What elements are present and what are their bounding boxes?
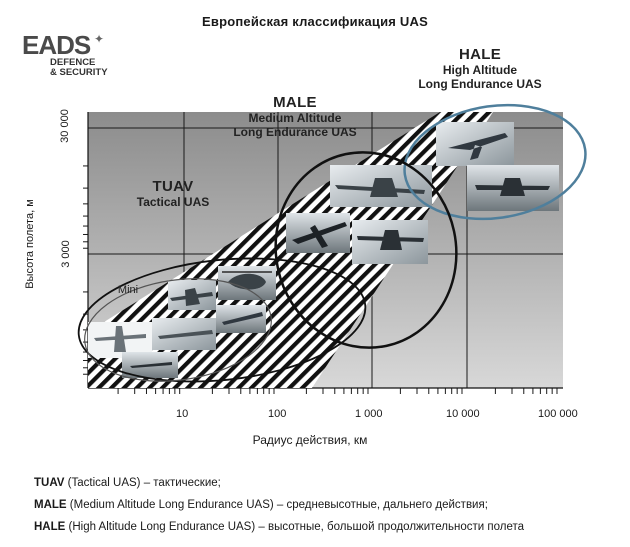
legend-item-hale: HALE (High Altitude Long Endurance UAS) … xyxy=(34,516,524,538)
logo-sub-line2: & SECURITY xyxy=(50,67,108,78)
photo-tuav-2 xyxy=(218,266,276,300)
hale-ellipse xyxy=(403,103,587,221)
hale-desc-line2: Long Endurance UAS xyxy=(418,77,542,91)
male-desc-line1: Medium Altitude xyxy=(248,111,342,125)
y-tick-30000: 30 000 xyxy=(58,109,71,143)
photo-male-2 xyxy=(286,213,350,253)
legend-text: (Tactical UAS) – тактические; xyxy=(64,477,221,489)
legend-item-male: MALE (Medium Altitude Long Endurance UAS… xyxy=(34,494,524,516)
hale-name: HALE xyxy=(458,46,502,63)
x-tick-10: 10 xyxy=(176,408,189,420)
y-tick-3000: 3 000 xyxy=(59,240,72,268)
legend-text: (Medium Altitude Long Endurance UAS) – с… xyxy=(66,499,488,511)
y-tick-label: 30 000 xyxy=(58,108,76,148)
logo-star-icon: ✦ xyxy=(94,32,105,46)
photo-hale-1 xyxy=(436,122,514,166)
x-axis-label: Радиус действия, км xyxy=(252,433,368,447)
male-desc-line2: Long Endurance UAS xyxy=(233,125,357,139)
logo-sub-line1: DEFENCE xyxy=(50,57,96,68)
male-ellipse xyxy=(274,151,458,349)
tuav-label: TUAV Tactical UAS xyxy=(118,178,228,209)
legend-abbr: HALE xyxy=(34,521,66,533)
photo-tuav-4 xyxy=(216,305,266,333)
y-tick-label-2: 3 000 xyxy=(59,236,76,276)
legend-abbr: MALE xyxy=(34,499,67,511)
tuav-ellipse xyxy=(77,257,367,383)
diagram-title: Европейская классификация UAS xyxy=(202,14,428,29)
tuav-desc: Tactical UAS xyxy=(136,195,210,209)
hale-label: HALE High Altitude Long Endurance UAS xyxy=(405,46,555,91)
x-tick-100000: 100 000 xyxy=(538,408,578,420)
photo-male-3 xyxy=(352,220,428,264)
mini-ellipse xyxy=(84,278,272,382)
logo-sub-text: DEFENCE & SECURITY xyxy=(50,58,130,78)
legend-text: (High Altitude Long Endurance UAS) – выс… xyxy=(65,521,525,533)
photo-tuav-1 xyxy=(168,280,216,310)
male-label: MALE Medium Altitude Long Endurance UAS xyxy=(220,94,370,139)
photo-male-1 xyxy=(330,165,432,207)
legend-item-tuav: TUAV (Tactical UAS) – тактические; xyxy=(34,472,524,494)
photo-hale-2 xyxy=(467,165,559,211)
male-name: MALE xyxy=(273,94,317,111)
tuav-name: TUAV xyxy=(152,178,194,195)
x-tick-100: 100 xyxy=(268,408,287,420)
x-tick-10000: 10 000 xyxy=(446,408,480,420)
mini-label: Mini xyxy=(117,284,139,296)
eads-logo: EADS ✦ DEFENCE & SECURITY xyxy=(22,30,132,86)
aircraft-photos xyxy=(88,122,559,378)
x-axis-ticks xyxy=(117,388,558,394)
hale-desc-line1: High Altitude xyxy=(442,63,518,77)
logo-main-text: EADS xyxy=(22,30,91,60)
photo-tuav-3 xyxy=(152,318,216,350)
x-tick-1000: 1 000 xyxy=(355,408,383,420)
y-axis-label: Высота полета, м xyxy=(24,199,36,289)
legend-abbr: TUAV xyxy=(34,477,65,489)
legend: TUAV (Tactical UAS) – тактические; MALE … xyxy=(34,472,524,538)
